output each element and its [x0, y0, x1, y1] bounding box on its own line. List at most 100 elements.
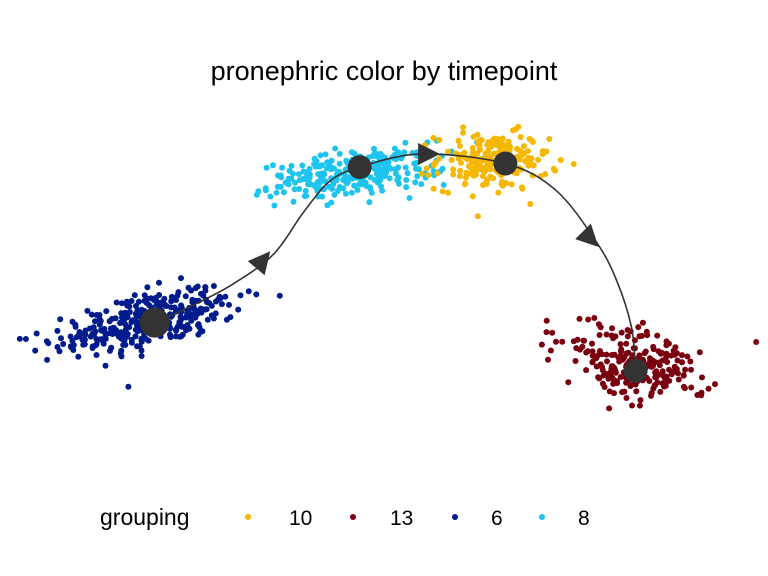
- point-group-8: [402, 164, 409, 171]
- point-group-13: [579, 343, 586, 350]
- point-group-10: [487, 139, 494, 146]
- point-group-6: [113, 299, 120, 306]
- point-group-13: [610, 380, 617, 387]
- point-group-10: [475, 158, 481, 164]
- point-group-10: [455, 137, 462, 144]
- point-group-13: [645, 361, 652, 368]
- point-group-13: [674, 357, 681, 364]
- legend-key-8: [539, 514, 545, 520]
- point-group-10: [484, 177, 491, 183]
- point-group-10: [501, 142, 508, 149]
- point-group-8: [288, 175, 295, 182]
- point-group-8: [374, 179, 381, 186]
- point-group-6: [178, 323, 185, 330]
- point-group-6: [161, 295, 168, 302]
- point-group-6: [133, 319, 140, 326]
- legend-label-8: 8: [578, 507, 590, 530]
- point-group-6: [182, 293, 189, 300]
- point-group-10: [480, 182, 486, 188]
- point-group-6: [222, 293, 229, 300]
- point-group-8: [336, 150, 343, 157]
- point-group-13: [637, 397, 644, 404]
- point-group-13: [608, 332, 615, 339]
- point-group-13: [654, 332, 661, 339]
- point-group-8: [279, 164, 286, 171]
- point-group-8: [391, 145, 398, 152]
- point-group-8: [316, 163, 323, 170]
- point-group-13: [635, 324, 642, 331]
- point-group-8: [331, 165, 338, 172]
- point-group-13: [639, 319, 646, 326]
- point-group-6: [118, 335, 125, 342]
- point-group-8: [329, 185, 335, 192]
- point-group-8: [303, 192, 310, 199]
- point-group-13: [661, 383, 667, 390]
- point-group-10: [430, 134, 437, 141]
- point-group-10: [470, 133, 477, 140]
- point-group-6: [195, 331, 202, 338]
- point-group-13: [595, 321, 602, 328]
- point-group-6: [124, 333, 130, 340]
- point-group-13: [593, 355, 600, 362]
- point-group-8: [267, 193, 274, 200]
- point-group-8: [354, 187, 361, 193]
- trajectory-arrow-3: [575, 223, 599, 247]
- point-group-6: [156, 279, 162, 286]
- point-group-8: [302, 187, 309, 194]
- point-group-8: [440, 181, 447, 188]
- point-group-13: [652, 374, 659, 381]
- point-group-13: [666, 366, 673, 373]
- point-group-13: [617, 341, 624, 348]
- point-group-10: [515, 123, 522, 130]
- point-group-6: [123, 298, 130, 305]
- point-group-10: [434, 170, 441, 177]
- point-group-8: [270, 162, 276, 169]
- point-group-10: [516, 156, 523, 163]
- point-group-13: [642, 348, 649, 355]
- point-group-8: [288, 162, 295, 169]
- point-group-13: [608, 363, 615, 370]
- point-group-8: [395, 164, 402, 171]
- point-group-13: [596, 375, 603, 382]
- point-group-13: [623, 340, 630, 347]
- point-group-13: [606, 388, 613, 395]
- trajectory-arrow-2: [418, 142, 441, 165]
- point-group-8: [289, 170, 296, 177]
- point-group-6: [276, 292, 283, 299]
- trajectory: [139, 142, 648, 383]
- point-group-6: [56, 348, 63, 355]
- point-group-6: [152, 295, 159, 302]
- point-group-13: [589, 358, 596, 365]
- point-group-13: [589, 348, 596, 355]
- point-group-6: [145, 337, 152, 344]
- point-group-10: [476, 165, 483, 172]
- legend-label-10: 10: [289, 507, 312, 530]
- point-group-13: [666, 377, 673, 384]
- point-group-13: [547, 347, 554, 354]
- point-group-8: [336, 160, 343, 167]
- point-group-6: [131, 292, 138, 299]
- point-group-13: [545, 356, 551, 363]
- point-group-6: [176, 333, 183, 340]
- point-group-6: [191, 306, 198, 313]
- point-group-13: [618, 329, 625, 336]
- point-group-13: [598, 351, 605, 358]
- point-group-10: [490, 150, 497, 157]
- point-group-8: [369, 153, 376, 160]
- point-group-13: [576, 315, 583, 322]
- point-group-6: [245, 288, 252, 295]
- point-group-13: [657, 388, 664, 395]
- point-group-8: [290, 198, 297, 205]
- point-group-10: [445, 148, 451, 155]
- point-group-10: [552, 167, 559, 174]
- point-group-13: [688, 366, 694, 373]
- legend: grouping 10 13 6 8: [100, 504, 590, 530]
- point-group-6: [43, 338, 50, 345]
- point-group-6: [138, 353, 145, 359]
- point-group-13: [605, 375, 612, 382]
- point-group-6: [33, 330, 40, 337]
- legend-entry-8: 8: [539, 507, 590, 530]
- point-group-6: [22, 336, 29, 342]
- point-group-6: [168, 304, 174, 311]
- point-group-13: [663, 353, 670, 360]
